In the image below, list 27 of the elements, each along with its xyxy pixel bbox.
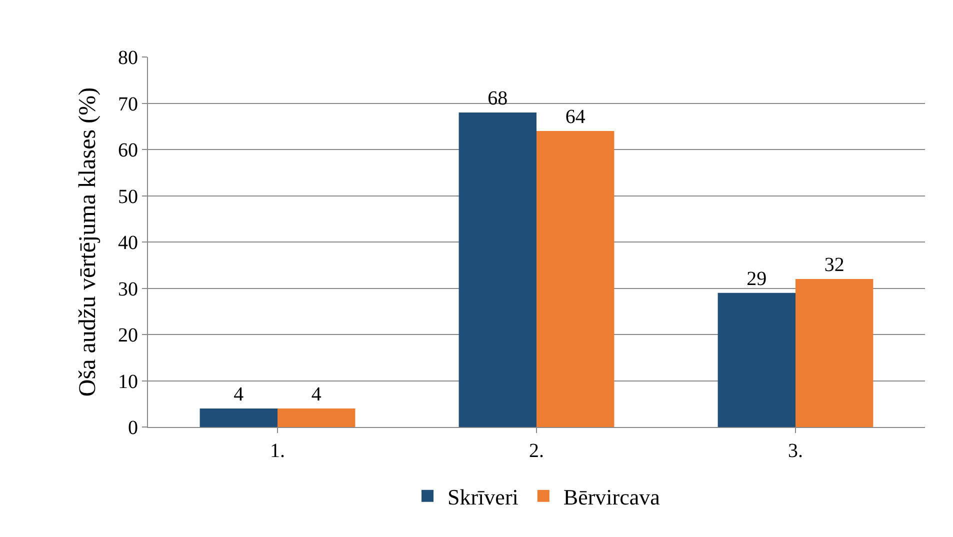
y-tick-label: 80	[118, 47, 138, 69]
bar	[458, 112, 536, 427]
bar	[536, 131, 614, 427]
bar	[278, 408, 356, 427]
y-tick-label: 50	[118, 186, 138, 208]
data-label: 32	[824, 254, 844, 276]
y-axis-title: Oša audžu vērtējuma klases (%)	[75, 87, 102, 397]
y-tick-label: 70	[118, 93, 138, 116]
legend-label: Bērvircava	[563, 484, 660, 510]
x-tick-label: 1.	[270, 440, 285, 462]
bar	[718, 292, 796, 427]
data-label: 68	[488, 88, 508, 110]
data-label: 4	[234, 384, 244, 406]
data-label: 64	[565, 106, 586, 128]
y-tick-label: 60	[118, 140, 138, 162]
y-tick-label: 20	[118, 324, 138, 346]
bar	[796, 279, 874, 427]
y-tick-label: 10	[118, 370, 138, 393]
data-label: 29	[746, 268, 767, 290]
y-tick-label: 30	[118, 278, 138, 300]
y-tick-label: 40	[118, 232, 138, 254]
bar	[200, 408, 278, 427]
y-tick-label: 0	[128, 417, 138, 439]
legend-label: Skrīveri	[448, 484, 518, 510]
x-tick-label: 3.	[788, 440, 803, 462]
x-tick-label: 2.	[529, 440, 544, 462]
data-label: 4	[311, 384, 322, 406]
